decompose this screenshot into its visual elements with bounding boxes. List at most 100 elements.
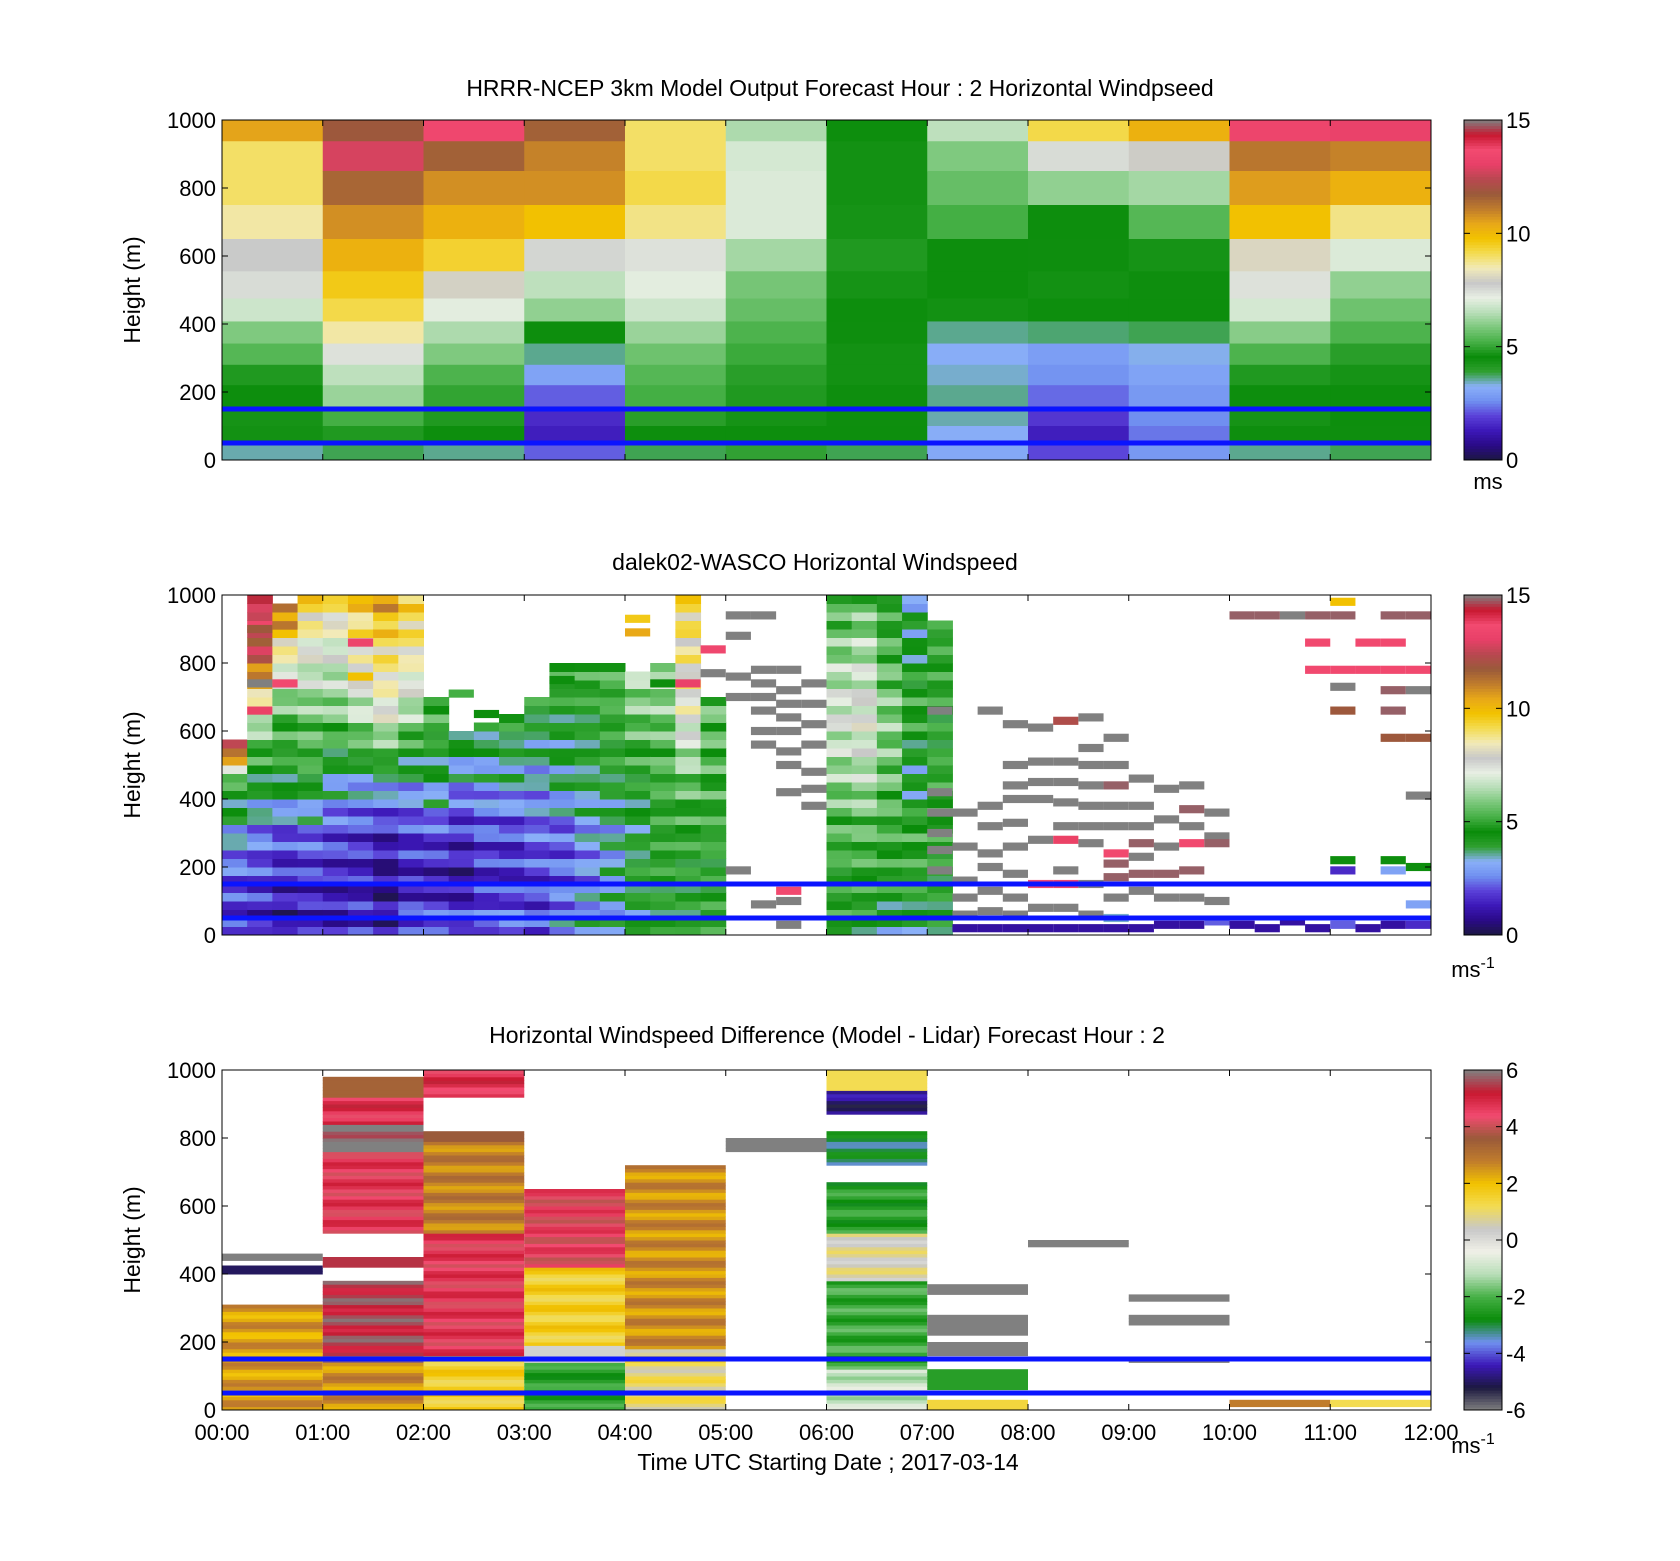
colorbar-segment: [1464, 139, 1502, 144]
heatmap-cell: [927, 1325, 1028, 1329]
heatmap-cell: [448, 756, 475, 766]
heatmap-cell: [272, 867, 299, 876]
heatmap-cell: [625, 1287, 726, 1292]
heatmap-cell: [398, 807, 424, 817]
heatmap-cell: [826, 799, 853, 808]
heatmap-cell: [423, 926, 450, 936]
data-segment: [1028, 835, 1054, 844]
heatmap-cell: [398, 705, 424, 715]
y-tick-label: 400: [179, 787, 216, 812]
heatmap-cell: [524, 782, 550, 791]
heatmap-cell: [373, 739, 399, 749]
heatmap-cell: [398, 909, 424, 919]
heatmap-cell: [927, 663, 953, 672]
heatmap-cell: [322, 1229, 424, 1234]
heatmap-cell: [625, 756, 651, 766]
colorbar-segment: [1464, 903, 1502, 908]
heatmap-cell: [524, 909, 550, 919]
colorbar-segment: [1464, 1387, 1502, 1391]
heatmap-cell: [222, 364, 324, 386]
data-segment: [776, 896, 802, 906]
heatmap-cell: [625, 926, 651, 936]
heatmap-cell: [222, 171, 324, 206]
heatmap-cell: [347, 918, 374, 927]
heatmap-cell: [876, 790, 903, 800]
heatmap-cell: [902, 816, 928, 825]
heatmap-cell: [1330, 426, 1432, 444]
colorbar-segment: [1464, 448, 1502, 452]
heatmap-cell: [423, 782, 450, 791]
heatmap-cell: [927, 918, 953, 927]
heatmap-cell: [927, 748, 953, 757]
heatmap-cell: [398, 595, 424, 604]
colorbar-segment: [1464, 1237, 1502, 1241]
heatmap-cell: [373, 858, 399, 868]
heatmap-cell: [524, 1287, 625, 1292]
heatmap-cell: [473, 765, 500, 774]
heatmap-cell: [549, 858, 576, 868]
heatmap-cell: [725, 141, 827, 172]
panel-difference: Horizontal Windspeed Difference (Model -…: [119, 1022, 1526, 1458]
heatmap-cell: [1330, 1399, 1431, 1404]
colorbar-segment: [1464, 637, 1502, 641]
heatmap-cell: [423, 1151, 525, 1156]
y-axis-label: Height (m): [119, 1186, 145, 1293]
heatmap-cell: [826, 1087, 928, 1091]
heatmap-cell: [599, 875, 626, 885]
heatmap-cell: [876, 714, 903, 723]
heatmap-cell: [322, 1318, 424, 1323]
colorbar-segment: [1464, 646, 1502, 650]
colorbar-segment: [1464, 739, 1502, 743]
heatmap-cell: [876, 637, 903, 647]
colorbar-segment: [1464, 355, 1502, 359]
colorbar-segment: [1464, 750, 1502, 755]
heatmap-cell: [524, 1331, 625, 1336]
heatmap-cell: [322, 1144, 424, 1149]
heatmap-cell: [297, 867, 324, 876]
heatmap-cell: [876, 782, 903, 791]
heatmap-cell: [826, 1141, 928, 1146]
heatmap-cell: [322, 1260, 424, 1265]
heatmap-cell: [902, 663, 928, 672]
heatmap-cell: [650, 858, 676, 868]
heatmap-cell: [599, 892, 626, 902]
data-segment: [1053, 757, 1079, 766]
data-segment: [1028, 723, 1054, 732]
colorbar-segment: [1464, 663, 1502, 667]
heatmap-cell: [902, 824, 928, 834]
heatmap-cell: [826, 1294, 928, 1299]
colorbar-segment: [1464, 600, 1502, 604]
data-segment: [1103, 801, 1129, 810]
data-segment: [952, 924, 978, 933]
heatmap-cell: [574, 756, 601, 766]
colorbar-segment: [1464, 725, 1502, 729]
heatmap-cell: [524, 1192, 625, 1197]
heatmap-cell: [247, 901, 273, 910]
heatmap-cell: [700, 909, 727, 919]
colorbar-segment: [1464, 1257, 1502, 1261]
heatmap-cell: [1028, 1240, 1129, 1244]
data-segment: [1179, 920, 1205, 929]
heatmap-cell: [398, 875, 424, 885]
heatmap-cell: [222, 1304, 323, 1309]
data-segment: [725, 611, 751, 620]
heatmap-cell: [826, 841, 853, 851]
heatmap-cell: [625, 714, 651, 723]
heatmap-cell: [549, 680, 576, 689]
heatmap-cell: [524, 773, 550, 783]
colorbar-segment: [1464, 1404, 1502, 1408]
heatmap-cell: [826, 1301, 928, 1306]
heatmap-cell: [851, 918, 878, 927]
heatmap-cell: [650, 799, 676, 808]
data-segment: [1128, 852, 1154, 861]
heatmap-cell: [423, 1369, 525, 1374]
y-tick-label: 200: [179, 1330, 216, 1355]
colorbar-segment: [1464, 1172, 1502, 1176]
heatmap-cell: [599, 748, 626, 757]
heatmap-cell: [499, 807, 525, 817]
heatmap-cell: [826, 748, 853, 757]
heatmap-cell: [423, 1138, 525, 1142]
colorbar-segment: [1464, 1183, 1502, 1187]
heatmap-cell: [222, 120, 324, 142]
heatmap-cell: [625, 1219, 726, 1224]
